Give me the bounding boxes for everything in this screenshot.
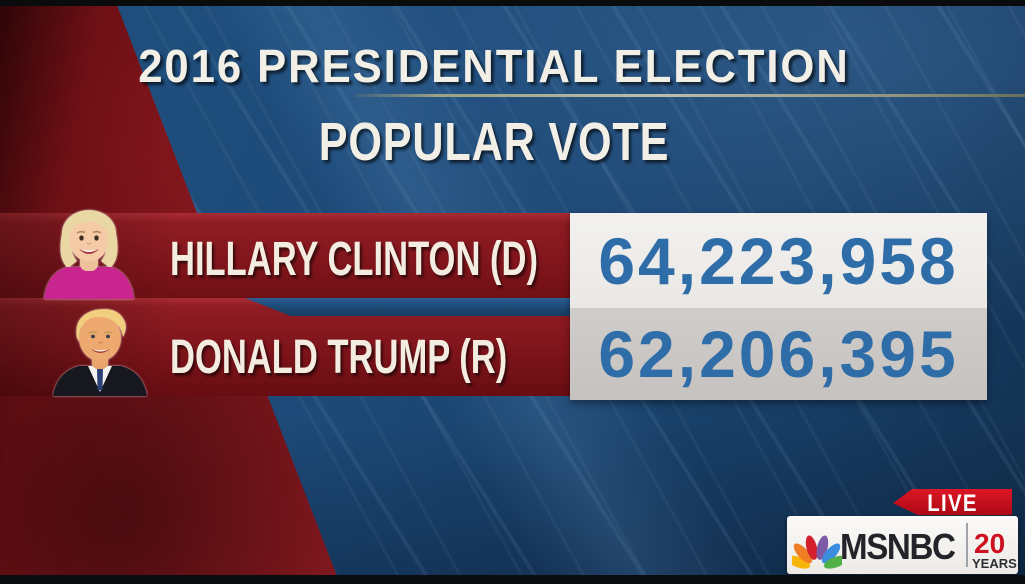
anniversary-label: YEARS — [972, 556, 1017, 571]
clinton-name-label: HILLARY CLINTON (D) — [170, 233, 538, 286]
trump-name-label: DONALD TRUMP (R) — [170, 331, 508, 384]
anniversary-number: 20 — [974, 528, 1006, 559]
page-subtitle: POPULAR VOTE — [318, 112, 670, 172]
nbc-peacock-icon — [792, 535, 842, 569]
live-badge: LIVE — [893, 489, 1012, 515]
letterbox-top — [0, 0, 1025, 6]
live-badge-label: LIVE — [927, 490, 978, 517]
logo-divider — [966, 523, 968, 567]
donald-trump-photo — [53, 309, 147, 396]
trump-vote-total: 62,206,395 — [570, 308, 987, 400]
vote-totals-panel: 64,223,958 62,206,395 — [570, 213, 987, 400]
msnbc-logo-lockup: MSNBC 20 YEARS — [787, 516, 1018, 574]
page-title: 2016 PRESIDENTIAL ELECTION — [138, 40, 850, 92]
hillary-clinton-photo — [44, 210, 134, 299]
msnbc-wordmark: MSNBC — [840, 526, 956, 567]
title-underline — [355, 94, 1025, 97]
letterbox-bottom — [0, 575, 1025, 584]
row-gap-strip — [245, 298, 570, 316]
clinton-vote-total: 64,223,958 — [570, 213, 987, 308]
